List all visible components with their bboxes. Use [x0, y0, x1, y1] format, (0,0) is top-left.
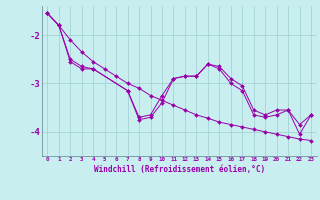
- X-axis label: Windchill (Refroidissement éolien,°C): Windchill (Refroidissement éolien,°C): [94, 165, 265, 174]
